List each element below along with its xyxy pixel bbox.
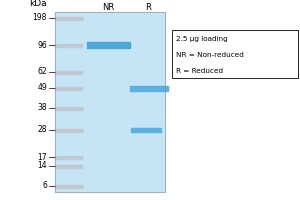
Bar	[131, 128, 161, 132]
Bar	[56, 71, 82, 73]
Bar	[56, 44, 82, 46]
Text: 96: 96	[37, 40, 47, 49]
Text: 198: 198	[33, 14, 47, 22]
Text: NR: NR	[102, 3, 114, 12]
Bar	[56, 156, 82, 158]
Text: NR = Non-reduced: NR = Non-reduced	[176, 52, 244, 58]
Text: 17: 17	[38, 152, 47, 162]
Bar	[56, 164, 82, 168]
Text: 62: 62	[38, 68, 47, 76]
Bar	[56, 17, 82, 20]
Bar	[87, 42, 130, 48]
Text: 6: 6	[42, 182, 47, 190]
Bar	[56, 86, 82, 90]
Bar	[172, 30, 298, 78]
Bar	[55, 12, 165, 192]
Bar	[55, 12, 165, 192]
Text: 38: 38	[38, 104, 47, 112]
Text: 28: 28	[38, 126, 47, 134]
Bar	[56, 106, 82, 110]
Text: 49: 49	[37, 84, 47, 92]
Text: kDa: kDa	[29, 0, 47, 8]
Text: R: R	[145, 3, 151, 12]
Bar	[56, 129, 82, 132]
Bar	[130, 86, 168, 90]
Bar	[56, 184, 82, 188]
Text: 2.5 μg loading: 2.5 μg loading	[176, 36, 228, 42]
Text: 14: 14	[38, 162, 47, 170]
Text: R = Reduced: R = Reduced	[176, 68, 223, 74]
